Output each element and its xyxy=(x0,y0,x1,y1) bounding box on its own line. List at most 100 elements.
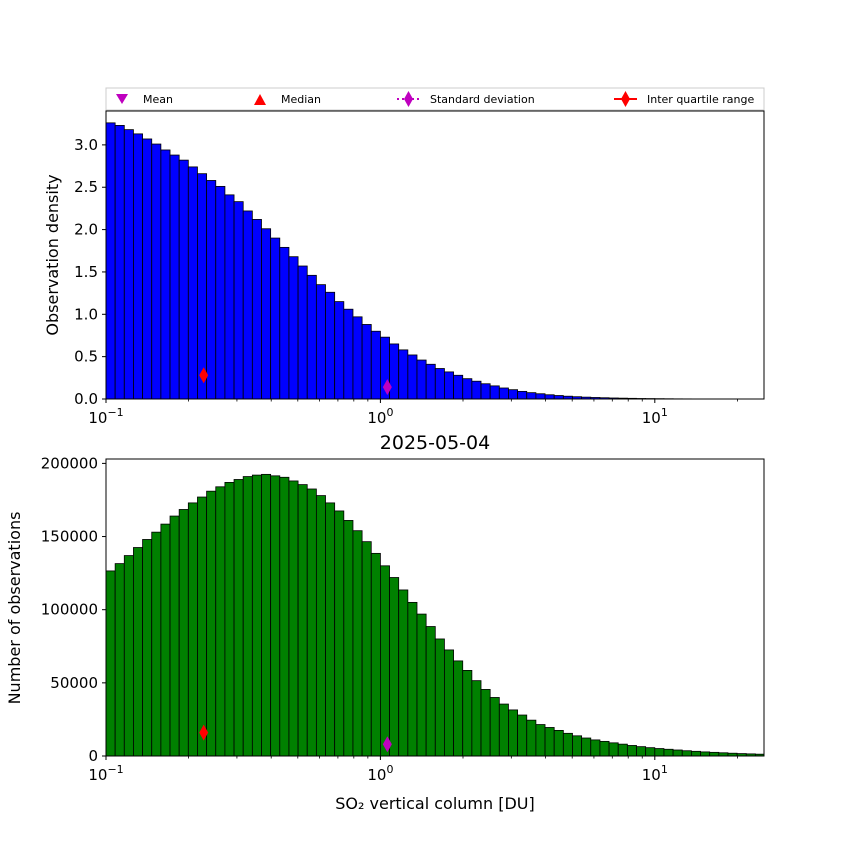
histogram-bar xyxy=(197,496,208,757)
histogram-bar xyxy=(517,390,528,400)
histogram-bar xyxy=(407,601,418,757)
x-tick-label: 101 xyxy=(642,763,668,784)
histogram-bar xyxy=(434,368,445,400)
histogram-bar xyxy=(626,745,637,757)
std-marker-icon xyxy=(404,91,413,107)
histogram-bar xyxy=(279,476,290,757)
x-tick-label: 100 xyxy=(367,763,393,784)
density-y-axis-label: Observation density xyxy=(43,174,62,335)
counts-panel: 0 50000 100000 150000 200000 10−1 100 101 Numb… xyxy=(5,454,765,813)
y-tick-label: 100000 xyxy=(41,601,98,619)
histogram-bar xyxy=(334,301,345,400)
histogram-bar xyxy=(553,395,564,400)
histogram-bar xyxy=(123,555,134,757)
histogram-bar xyxy=(498,703,509,757)
histogram-bar xyxy=(471,680,482,757)
histogram-bar xyxy=(380,565,390,757)
histogram-bar xyxy=(160,523,171,757)
histogram-bar xyxy=(544,394,555,400)
histogram-bar xyxy=(142,539,153,757)
histogram-bar xyxy=(315,495,326,757)
histogram-bar xyxy=(251,219,262,400)
histogram-bar xyxy=(700,751,711,757)
legend: Mean Median Standard deviation Inter qua… xyxy=(105,87,765,111)
y-tick-label: 1.0 xyxy=(74,305,98,323)
histogram-bar xyxy=(306,488,317,757)
histogram-bar xyxy=(133,133,143,400)
histogram-bar xyxy=(133,547,143,757)
histogram-bar xyxy=(325,502,336,757)
histogram-bar xyxy=(270,237,281,400)
histogram-bar xyxy=(297,265,308,400)
y-tick-label: 150000 xyxy=(41,528,98,546)
histogram-bar xyxy=(535,724,546,757)
histogram-bar xyxy=(617,743,628,757)
histogram-bar xyxy=(123,129,134,400)
y-tick-label: 0.0 xyxy=(74,390,98,408)
histogram-bar xyxy=(105,122,116,400)
histogram-bar xyxy=(398,589,409,757)
histogram-bar xyxy=(425,363,436,400)
counts-markers xyxy=(199,724,392,753)
histogram-bar xyxy=(169,154,180,400)
histogram-bar xyxy=(663,748,674,757)
histogram-bar xyxy=(498,387,509,400)
histogram-bar xyxy=(215,486,226,757)
histogram-bar xyxy=(562,732,573,757)
histogram-bar xyxy=(389,343,400,400)
histogram-bar xyxy=(453,660,464,757)
histogram-bar xyxy=(315,284,326,400)
x-tick-label: 10−1 xyxy=(88,406,123,427)
chart-title: 2025-05-04 xyxy=(380,432,490,454)
histogram-bar xyxy=(526,392,537,400)
histogram-bar xyxy=(434,638,445,757)
std-marker xyxy=(382,736,392,753)
histogram-bar xyxy=(306,274,317,400)
histogram-bar xyxy=(599,740,610,757)
y-tick-label: 50000 xyxy=(50,674,98,692)
histogram-bar xyxy=(590,739,601,757)
histogram-bar xyxy=(187,502,198,757)
histogram-bar xyxy=(508,709,519,757)
histogram-bar xyxy=(416,613,427,757)
density-x-ticks: 10−1 100 101 xyxy=(88,399,738,427)
counts-y-axis-label: Number of observations xyxy=(5,512,24,705)
histogram-bar xyxy=(187,166,198,400)
histogram-bar xyxy=(681,750,692,757)
histogram-bar xyxy=(544,727,555,757)
histogram-bar xyxy=(471,380,482,400)
iqr-marker-icon xyxy=(621,91,630,107)
histogram-bar xyxy=(151,531,162,757)
y-tick-label: 1.5 xyxy=(74,263,98,281)
histogram-bar xyxy=(535,393,546,400)
y-tick-label: 0 xyxy=(88,747,98,765)
histogram-bar xyxy=(270,475,281,757)
histogram-bar xyxy=(453,374,464,400)
histogram-bar xyxy=(114,125,125,400)
histogram-bar xyxy=(462,670,473,757)
histogram-bar xyxy=(480,689,491,757)
counts-x-ticks: 10−1 100 101 xyxy=(88,756,738,784)
histogram-bar xyxy=(654,748,665,757)
histogram-bar xyxy=(233,479,244,757)
iqr-marker xyxy=(199,724,209,741)
histogram-bar xyxy=(288,256,299,400)
histogram-bar xyxy=(206,180,217,400)
histogram-bar xyxy=(224,194,235,400)
histogram-bar xyxy=(352,316,363,400)
histogram-bar xyxy=(517,714,528,757)
histogram-bar xyxy=(251,474,262,757)
histogram-bar xyxy=(206,490,217,757)
histogram-bar xyxy=(352,530,363,757)
legend-mean-label: Mean xyxy=(143,93,173,106)
histogram-bar xyxy=(508,389,519,400)
histogram-bar xyxy=(325,291,336,400)
histogram-bar xyxy=(178,159,189,400)
histogram-bar xyxy=(462,378,473,400)
counts-bars xyxy=(105,473,765,757)
histogram-bar xyxy=(608,742,619,757)
histogram-bar xyxy=(261,473,272,757)
legend-iqr-label: Inter quartile range xyxy=(647,93,754,106)
histogram-bar xyxy=(343,520,354,757)
